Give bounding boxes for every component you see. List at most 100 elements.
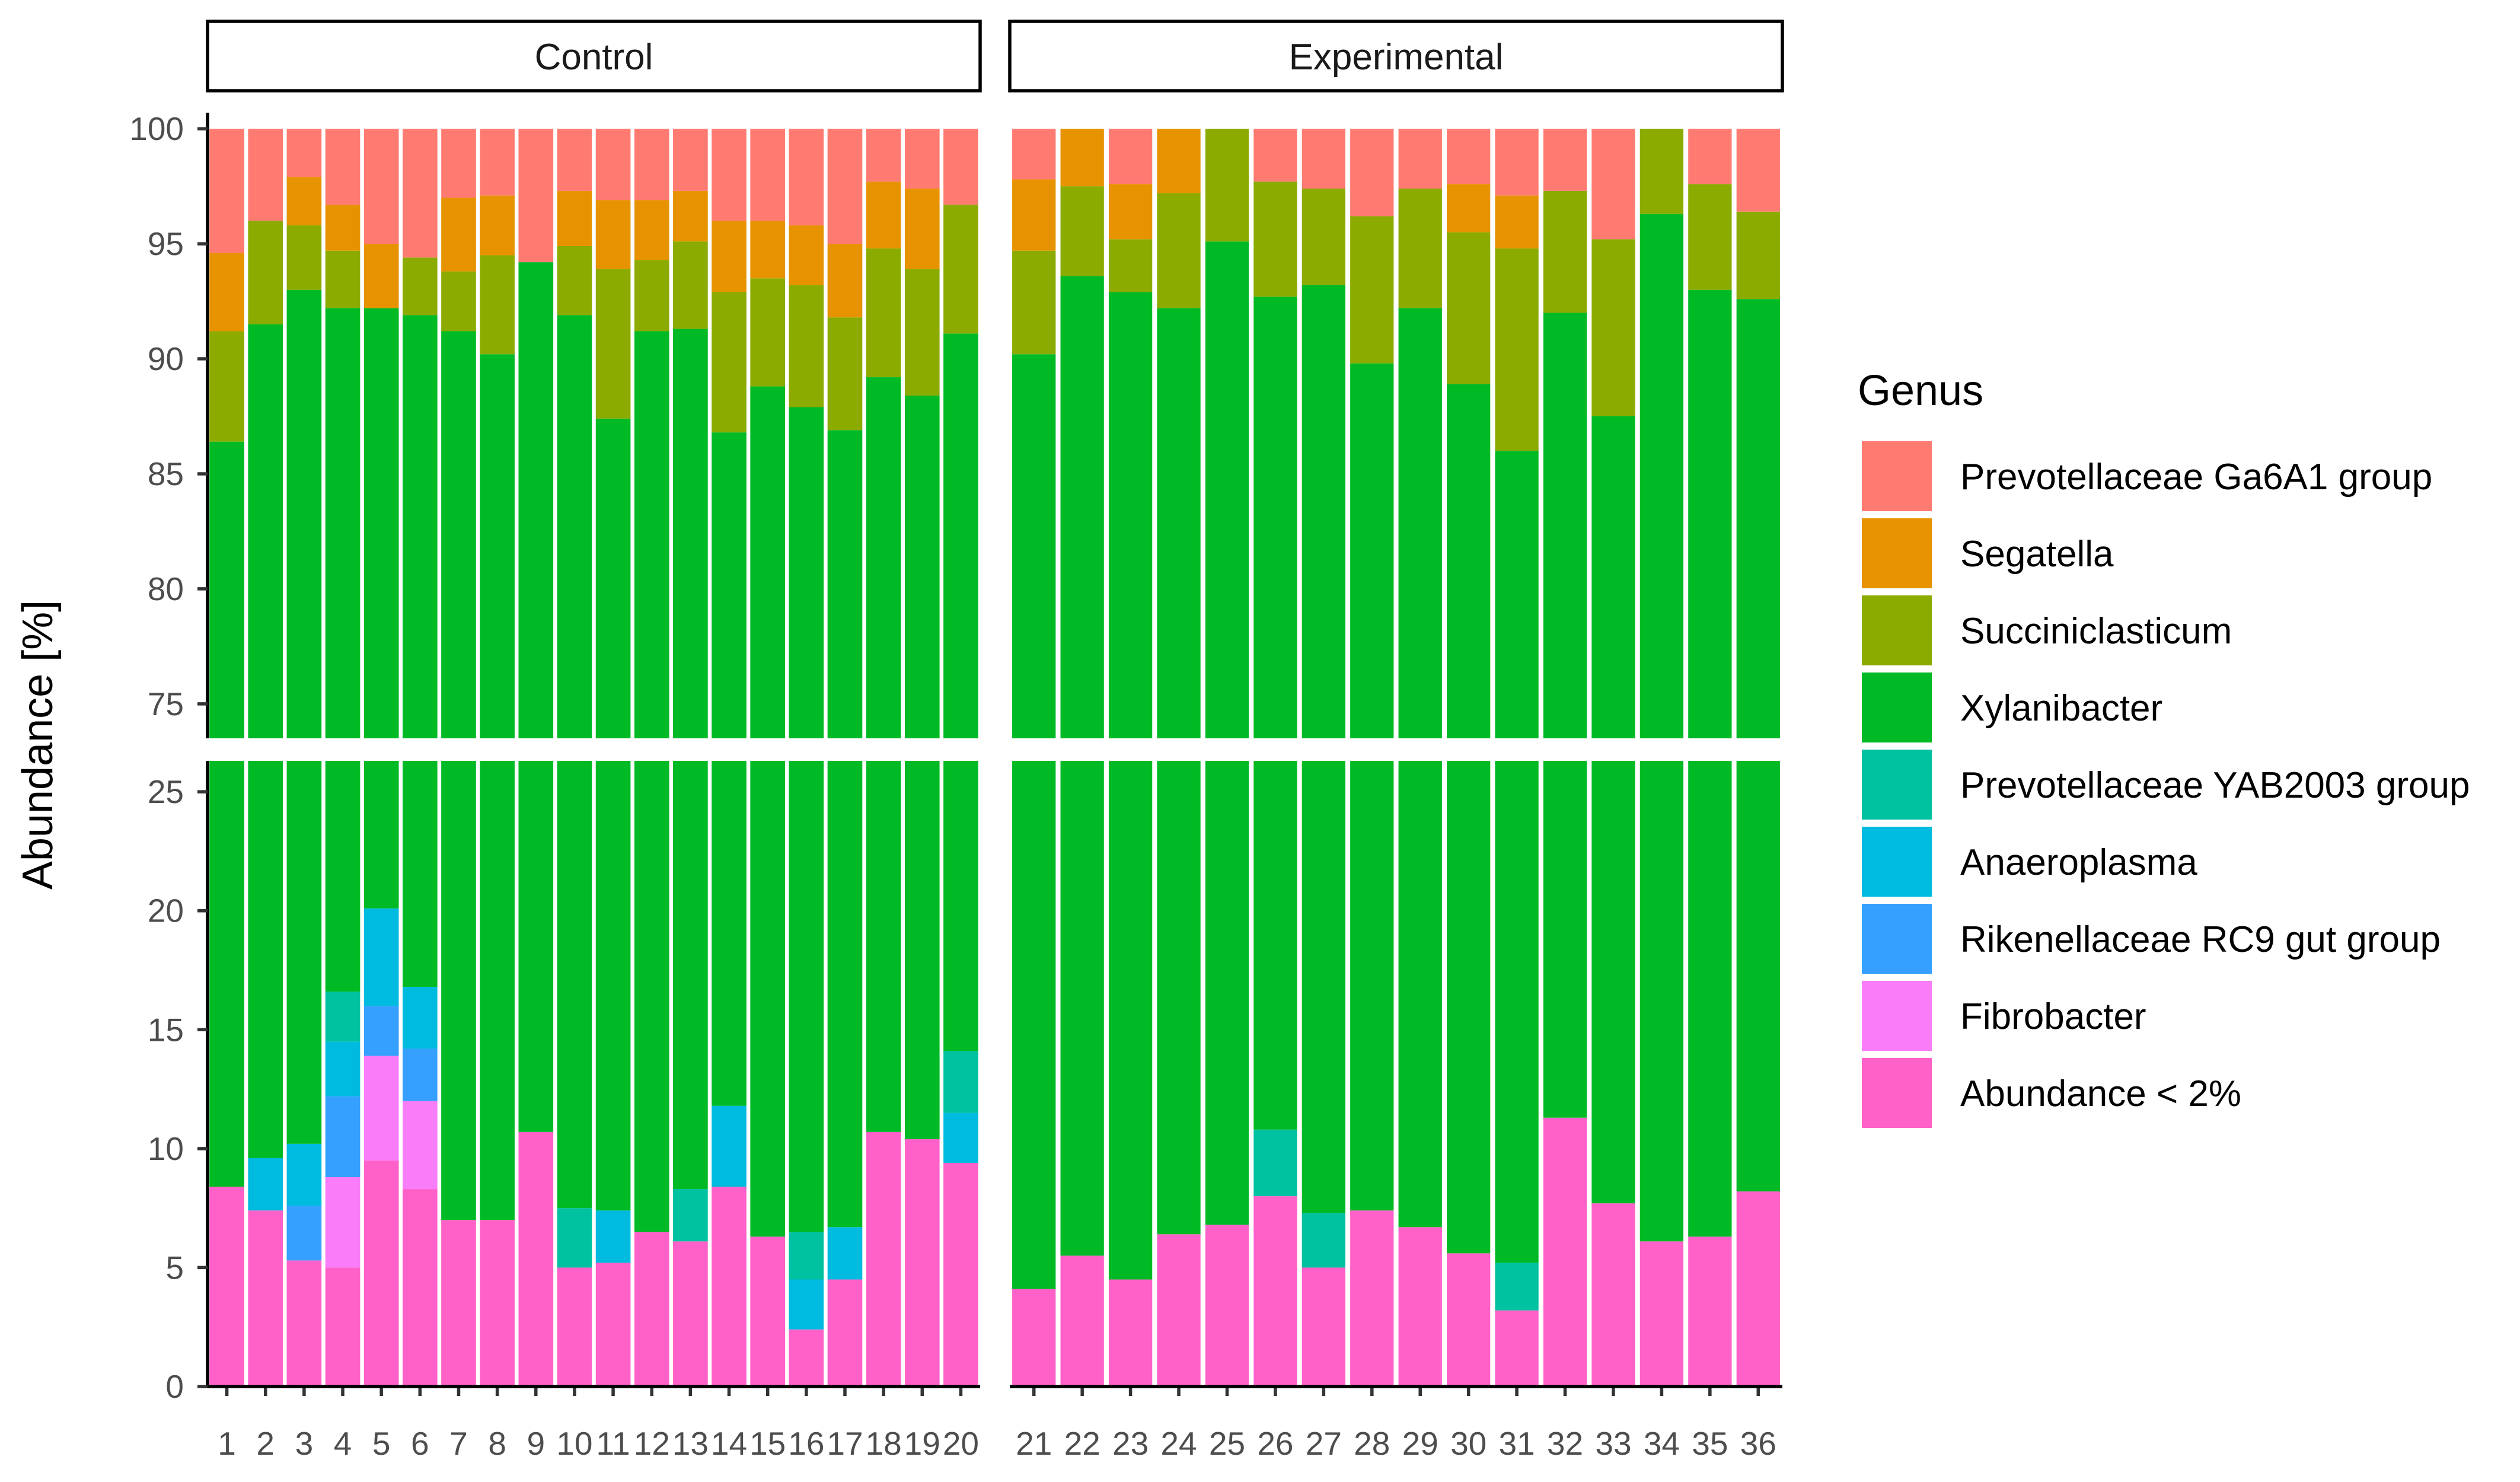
x-tick-label: 23 bbox=[1112, 1425, 1149, 1462]
bar-segment-24-lower bbox=[1157, 761, 1201, 1235]
bar-segment-29-upper bbox=[1398, 129, 1442, 189]
bar-segment-16-upper bbox=[789, 407, 824, 738]
bar-segment-9-upper bbox=[518, 129, 554, 263]
bar-segment-33-upper bbox=[1591, 129, 1635, 240]
legend-label: Fibrobacter bbox=[1960, 996, 2146, 1037]
bar-segment-4-lower bbox=[325, 1177, 361, 1268]
bar-segment-2-upper bbox=[248, 129, 283, 221]
legend-swatch bbox=[1862, 904, 1932, 974]
bar-segment-17-lower bbox=[827, 761, 863, 1228]
bar-segment-31-upper bbox=[1495, 129, 1539, 196]
bar-segment-22-upper bbox=[1060, 276, 1104, 738]
bar-segment-24-lower bbox=[1157, 1234, 1201, 1387]
bar-segment-29-lower bbox=[1398, 761, 1442, 1228]
bar-segment-14-upper bbox=[712, 221, 747, 292]
x-tick-label: 4 bbox=[334, 1425, 352, 1462]
x-tick-label: 36 bbox=[1740, 1425, 1776, 1462]
bar-segment-28-upper bbox=[1350, 216, 1394, 364]
bar-segment-5-lower bbox=[363, 1056, 399, 1161]
bar-segment-5-upper bbox=[363, 308, 399, 738]
bar-segment-28-upper bbox=[1350, 129, 1394, 216]
bar-segment-29-lower bbox=[1398, 1227, 1442, 1387]
x-tick-label: 33 bbox=[1595, 1425, 1631, 1462]
bar-segment-22-upper bbox=[1060, 186, 1104, 276]
bar-segment-19-lower bbox=[904, 1139, 940, 1387]
y-axis-title: Abundance [%] bbox=[14, 600, 62, 890]
bar-segment-4-upper bbox=[325, 250, 361, 308]
y-tick-label-upper: 75 bbox=[148, 686, 184, 722]
y-tick-label-lower: 10 bbox=[148, 1130, 184, 1167]
x-tick-label: 19 bbox=[904, 1425, 940, 1462]
bar-segment-18-lower bbox=[866, 1132, 901, 1387]
bar-segment-14-lower bbox=[712, 761, 747, 1106]
bar-segment-32-lower bbox=[1543, 1117, 1587, 1387]
bar-segment-16-lower bbox=[789, 1232, 824, 1280]
bar-segment-13-lower bbox=[673, 761, 708, 1190]
bar-segment-34-upper bbox=[1639, 213, 1684, 738]
y-tick-label-lower: 5 bbox=[165, 1249, 184, 1286]
bar-segment-12-upper bbox=[634, 260, 669, 332]
bar-segment-6-lower bbox=[403, 1101, 438, 1190]
legend-label: Xylanibacter bbox=[1960, 688, 2162, 729]
bar-segment-21-upper bbox=[1012, 179, 1056, 251]
bar-segment-5-lower bbox=[363, 908, 399, 1006]
bar-segment-22-lower bbox=[1060, 761, 1104, 1256]
legend-swatch bbox=[1862, 518, 1932, 588]
bar-segment-28-upper bbox=[1350, 363, 1394, 738]
bar-segment-16-upper bbox=[789, 129, 824, 226]
bar-segment-16-upper bbox=[789, 285, 824, 407]
bar-segment-5-lower bbox=[363, 1006, 399, 1056]
bar-segment-3-upper bbox=[286, 225, 322, 290]
bar-segment-20-lower bbox=[943, 761, 978, 1051]
bar-segment-14-upper bbox=[712, 129, 747, 221]
bar-segment-19-upper bbox=[904, 396, 940, 738]
bar-segment-11-lower bbox=[595, 761, 631, 1211]
legend-label: Succiniclasticum bbox=[1960, 611, 2232, 652]
bar-segment-27-upper bbox=[1302, 285, 1345, 738]
bar-segment-1-lower bbox=[209, 761, 244, 1187]
bar-segment-5-upper bbox=[363, 244, 399, 308]
bar-segment-8-upper bbox=[480, 195, 515, 256]
bar-segment-28-lower bbox=[1350, 1210, 1394, 1387]
x-tick-label: 25 bbox=[1209, 1425, 1245, 1462]
bar-segment-20-lower bbox=[943, 1162, 978, 1387]
x-tick-label: 30 bbox=[1450, 1425, 1487, 1462]
bar-segment-27-lower bbox=[1302, 1213, 1345, 1268]
bar-segment-11-upper bbox=[595, 200, 631, 269]
bar-segment-16-lower bbox=[789, 1329, 824, 1387]
bar-segment-10-upper bbox=[557, 190, 592, 246]
bar-segment-23-lower bbox=[1108, 761, 1153, 1280]
bar-segment-31-lower bbox=[1495, 1263, 1539, 1311]
bar-segment-4-upper bbox=[325, 205, 361, 251]
bar-segment-20-upper bbox=[943, 205, 978, 334]
bar-segment-12-upper bbox=[634, 129, 669, 200]
y-tick-label-lower: 15 bbox=[148, 1011, 184, 1048]
bar-segment-10-lower bbox=[557, 761, 592, 1209]
bar-segment-15-upper bbox=[750, 386, 785, 738]
bar-segment-36-upper bbox=[1736, 129, 1780, 212]
axes-layer: 1 2 3 4 5 6 7 8 9 10 11 12 13 14 15 16 17 18 19 20 21 22 23 24 2… bbox=[129, 110, 1782, 1462]
bar-segment-35-upper bbox=[1688, 289, 1732, 738]
bar-segment-15-lower bbox=[750, 1236, 785, 1387]
bar-segment-6-lower bbox=[403, 1189, 438, 1387]
x-tick-label: 5 bbox=[372, 1425, 391, 1462]
bar-segment-31-lower bbox=[1495, 761, 1539, 1263]
x-tick-label: 26 bbox=[1257, 1425, 1293, 1462]
bar-segment-6-upper bbox=[403, 257, 438, 315]
bar-segment-7-upper bbox=[441, 271, 476, 332]
bar-segment-34-lower bbox=[1639, 1241, 1684, 1387]
bar-segment-24-upper bbox=[1157, 193, 1201, 308]
bar-segment-17-upper bbox=[827, 317, 863, 431]
bar-segment-18-lower bbox=[866, 761, 901, 1132]
bar-segment-35-upper bbox=[1688, 184, 1732, 290]
legend-swatch bbox=[1862, 1058, 1932, 1128]
x-tick-label: 17 bbox=[827, 1425, 863, 1462]
bars-layer bbox=[209, 129, 1780, 1387]
bar-segment-17-lower bbox=[827, 1227, 863, 1280]
x-tick-label: 14 bbox=[711, 1425, 747, 1462]
bar-segment-20-lower bbox=[943, 1051, 978, 1113]
y-tick-label-upper: 85 bbox=[148, 455, 184, 492]
bar-segment-31-upper bbox=[1495, 451, 1539, 738]
bar-segment-13-upper bbox=[673, 329, 708, 738]
